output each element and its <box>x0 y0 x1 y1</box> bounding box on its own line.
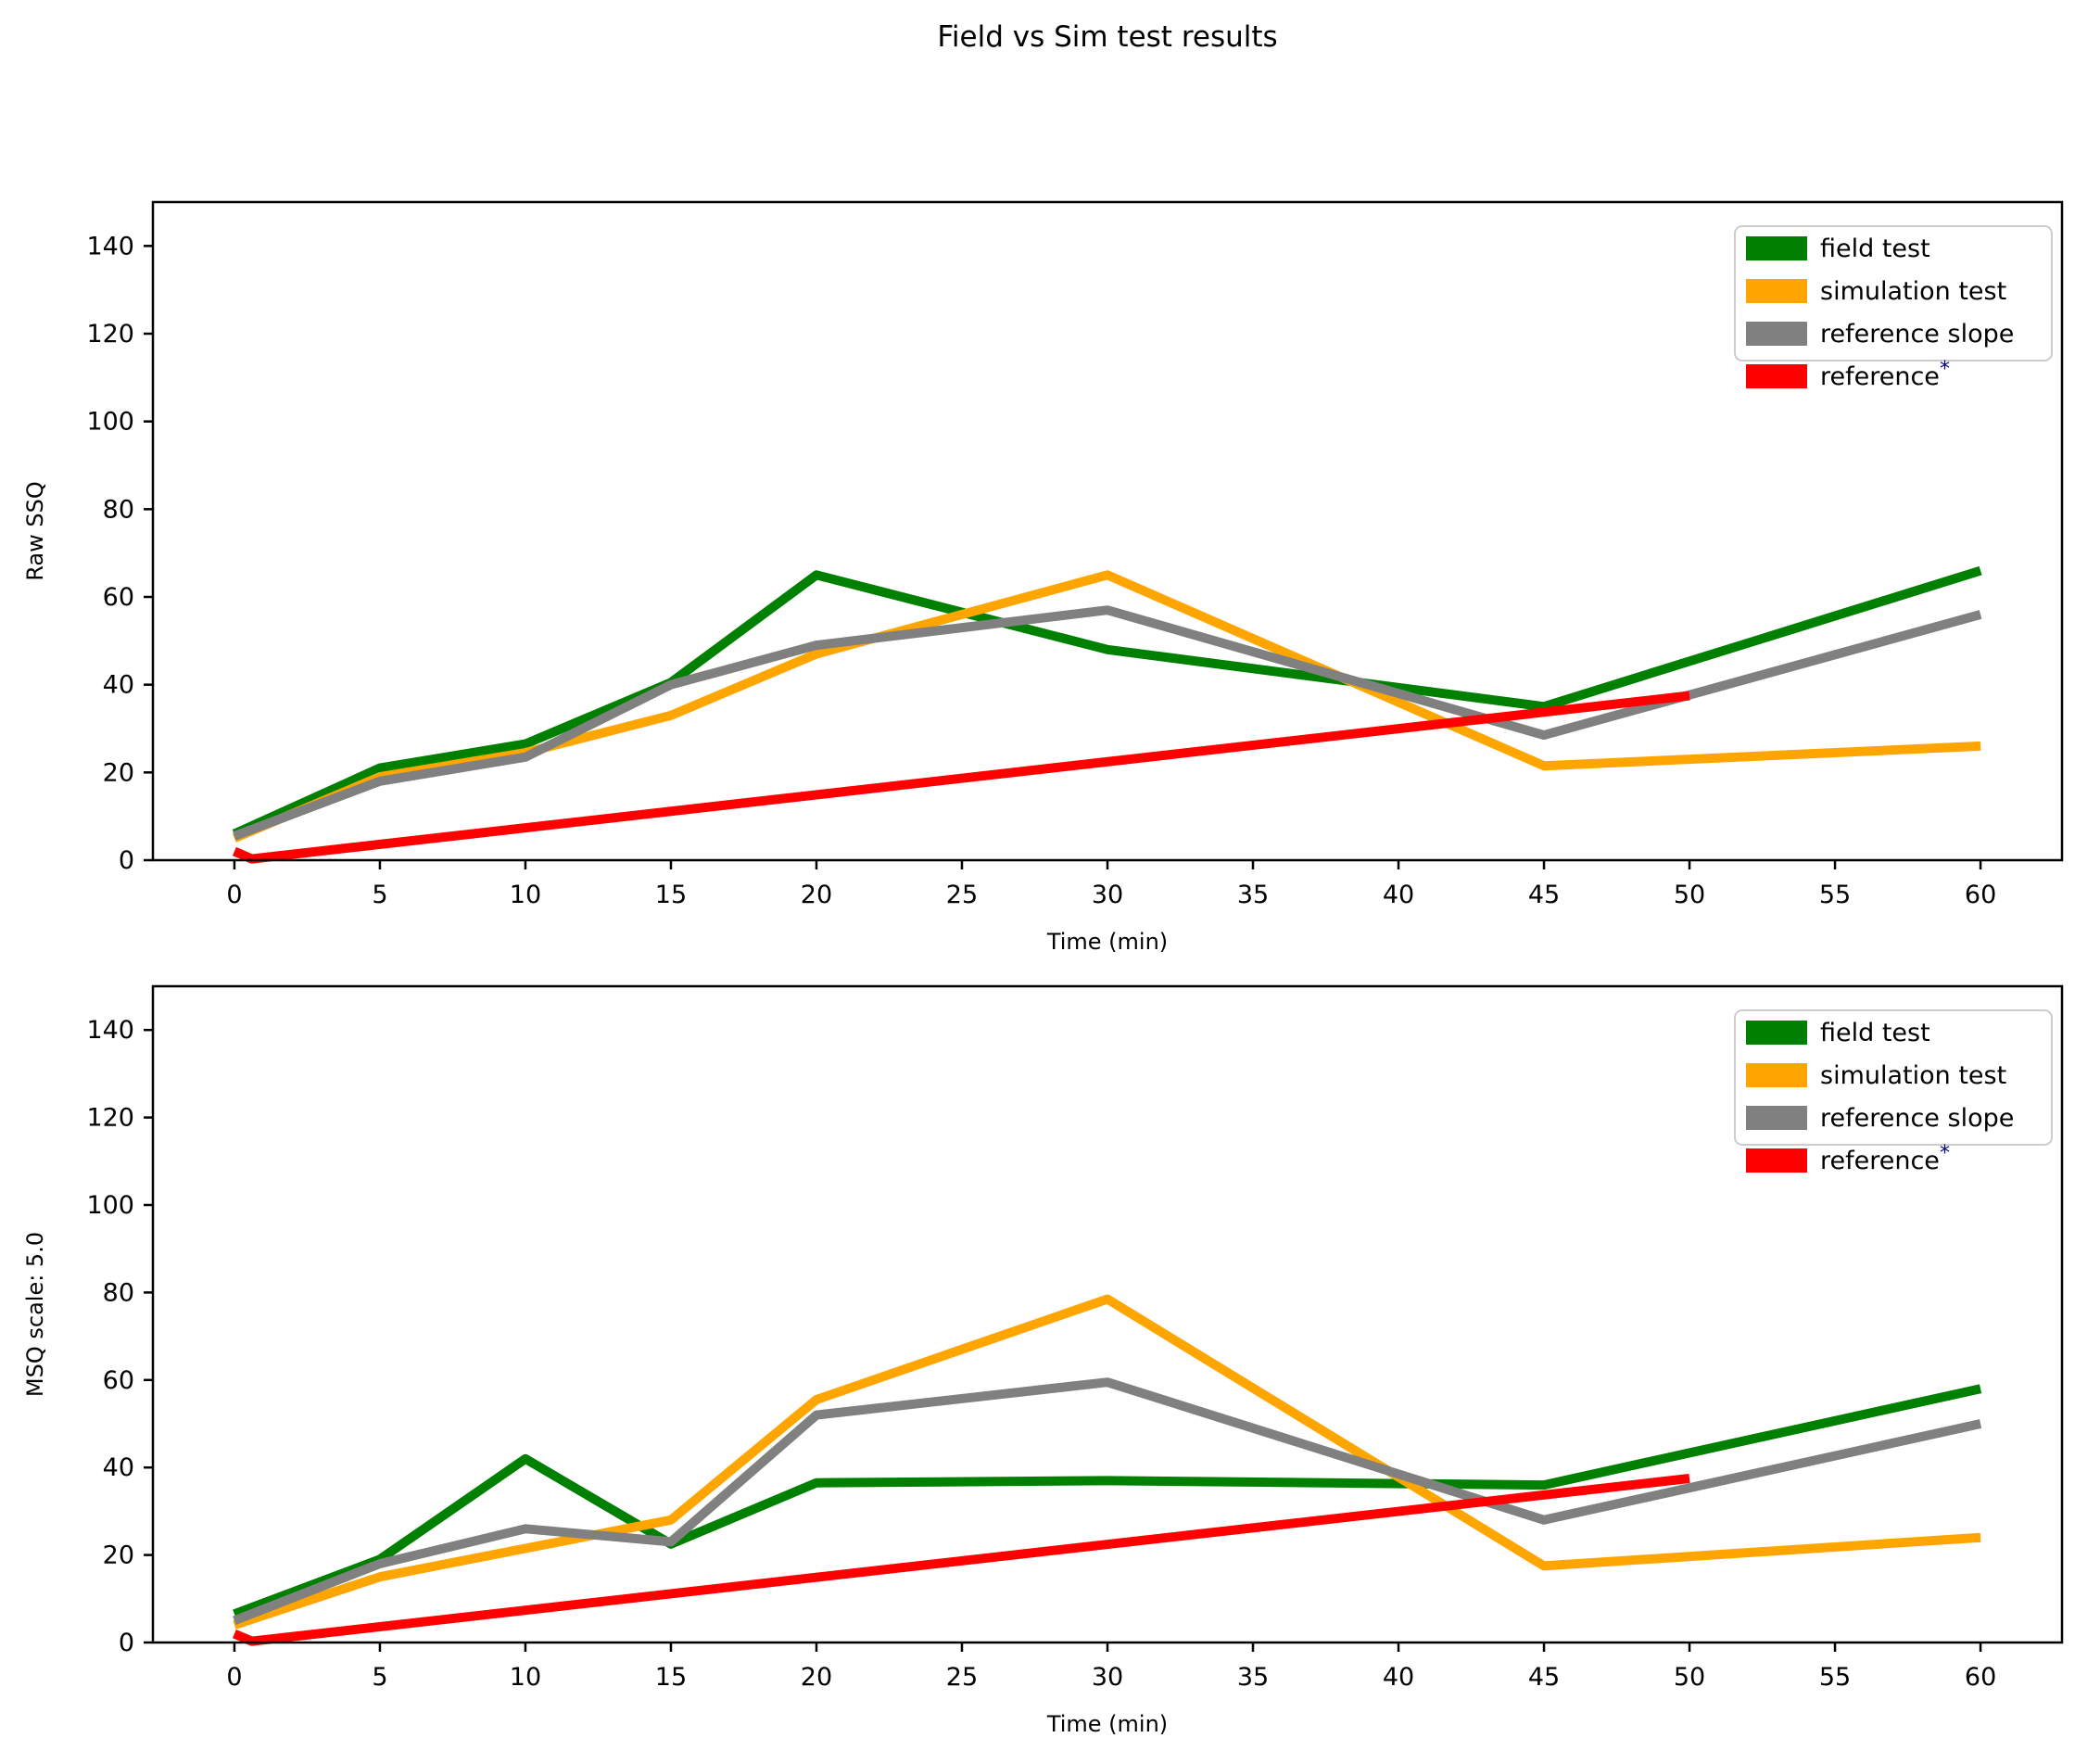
y-tick-label: 140 <box>86 1016 134 1045</box>
legend-label-reference-slope: reference slope <box>1820 1104 2014 1133</box>
x-tick-label: 25 <box>946 881 978 909</box>
y-tick-label: 20 <box>103 1541 134 1570</box>
x-tick-label: 60 <box>1965 1663 1996 1692</box>
axes-frame <box>151 984 2064 1644</box>
y-axis-label: Raw SSQ <box>22 481 48 580</box>
y-tick-label: 120 <box>86 1104 134 1133</box>
x-tick-label: 20 <box>801 881 832 909</box>
x-tick-label: 15 <box>655 881 687 909</box>
simulation-test-line <box>233 1294 1981 1630</box>
x-tick-label: 0 <box>226 881 242 909</box>
x-tick-label: 35 <box>1237 1663 1269 1692</box>
x-tick-label: 25 <box>946 1663 978 1692</box>
x-tick-label: 45 <box>1528 1663 1560 1692</box>
x-tick-label: 40 <box>1383 881 1414 909</box>
y-tick-label: 20 <box>103 758 134 787</box>
x-tick-label: 40 <box>1383 1663 1414 1692</box>
y-tick-label: 80 <box>103 495 134 524</box>
reference-slope-line <box>233 605 1982 841</box>
y-tick-label: 120 <box>86 320 134 349</box>
x-tick-label: 30 <box>1092 881 1123 909</box>
subplot-msq: 0 5 10 15 20 25 30 35 40 45 50 55 60 0 20 40 60 80 100 120 1… <box>22 984 2064 1737</box>
legend-frame <box>1734 1009 2053 1146</box>
y-tick-label: 0 <box>119 846 134 875</box>
x-tick-label: 45 <box>1528 881 1560 909</box>
legend-label-reference: reference* <box>1820 358 1950 391</box>
reference-slope-line <box>233 1377 1982 1626</box>
x-tick-label: 5 <box>372 1663 387 1692</box>
legend-label-field-test: field test <box>1820 1019 1930 1047</box>
legend-label-reference-slope: reference slope <box>1820 320 2014 349</box>
legend: field test simulation test reference slope… <box>1734 225 2053 391</box>
x-tick-label: 10 <box>510 881 541 909</box>
legend-swatch-reference-slope <box>1746 322 1807 346</box>
y-tick-label: 80 <box>103 1278 134 1307</box>
y-tick-label: 40 <box>103 1453 134 1482</box>
x-tick-label: 5 <box>372 881 387 909</box>
legend-swatch-simulation-test <box>1746 1063 1807 1087</box>
legend-swatch-field-test <box>1746 236 1807 260</box>
y-tick-label: 140 <box>86 232 134 260</box>
subplot-raw-ssq: 0 5 10 15 20 25 30 35 40 45 50 55 60 0 20 40 60 80 100 120 1… <box>22 200 2064 955</box>
y-tick-label: 100 <box>86 408 134 437</box>
x-tick-label: 50 <box>1674 1663 1705 1692</box>
legend-label-field-test: field test <box>1820 235 1930 263</box>
legend-label-reference: reference* <box>1820 1142 1950 1175</box>
y-tick-label: 100 <box>86 1191 134 1220</box>
reference-line <box>232 691 1690 864</box>
field-test-line <box>233 1384 1982 1618</box>
y-tick-label: 0 <box>119 1629 134 1657</box>
x-tick-label: 15 <box>655 1663 687 1692</box>
x-tick-label: 50 <box>1674 881 1705 909</box>
x-tick-label: 20 <box>801 1663 832 1692</box>
legend-superscript: * <box>1940 1142 1950 1165</box>
x-tick-label: 55 <box>1819 881 1851 909</box>
legend-swatch-field-test <box>1746 1021 1807 1045</box>
legend-frame <box>1734 225 2053 361</box>
figure-title: Field vs Sim test results <box>937 20 1278 54</box>
legend-swatch-reference <box>1746 1148 1807 1173</box>
x-tick-label: 60 <box>1965 881 1996 909</box>
x-axis-label: Time (min) <box>1046 929 1168 955</box>
legend-swatch-reference-slope <box>1746 1106 1807 1130</box>
x-tick-label: 35 <box>1237 881 1269 909</box>
y-tick-label: 60 <box>103 583 134 612</box>
field-test-line <box>232 565 1982 839</box>
legend: field test simulation test reference slope… <box>1734 1009 2053 1175</box>
x-axis-label: Time (min) <box>1046 1711 1168 1737</box>
x-tick-label: 55 <box>1819 1663 1851 1692</box>
legend-swatch-simulation-test <box>1746 279 1807 303</box>
legend-superscript: * <box>1940 358 1950 381</box>
x-tick-label: 30 <box>1092 1663 1123 1692</box>
x-tick-label: 0 <box>226 1663 242 1692</box>
y-tick-label: 40 <box>103 671 134 700</box>
legend-swatch-reference <box>1746 364 1807 388</box>
x-tick-label: 10 <box>510 1663 541 1692</box>
y-tick-label: 60 <box>103 1366 134 1395</box>
y-axis-label: MSQ scale: 5.0 <box>22 1232 48 1397</box>
reference-line <box>232 1474 1690 1646</box>
legend-label-simulation-test: simulation test <box>1820 1061 2006 1090</box>
axes-frame <box>151 200 2064 862</box>
legend-label-simulation-test: simulation test <box>1820 277 2006 306</box>
